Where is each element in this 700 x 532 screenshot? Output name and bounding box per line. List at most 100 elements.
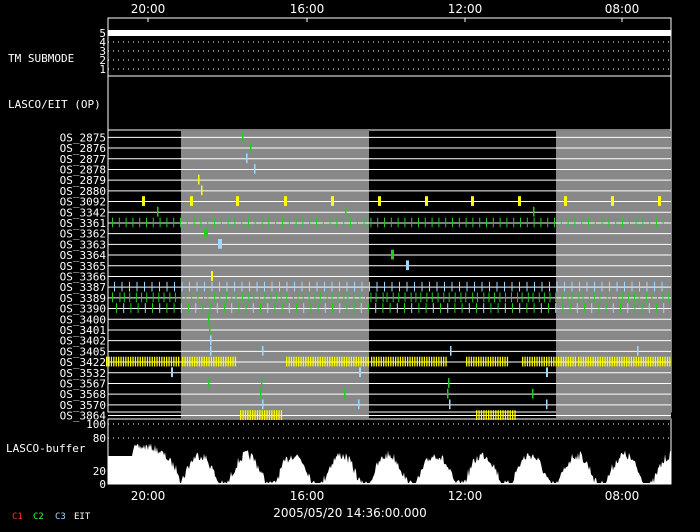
os-3422-mark <box>392 356 394 367</box>
os-3389-mark <box>280 292 282 303</box>
os-3422-mark <box>470 356 473 367</box>
os-3389-mark <box>483 292 485 303</box>
os-3390-mark <box>123 303 125 313</box>
os-3390-mark <box>375 303 377 313</box>
os-3422-mark <box>198 356 201 367</box>
os-3361-mark <box>254 217 256 228</box>
os-3422-mark <box>443 356 445 367</box>
os-3422-mark <box>218 356 220 367</box>
legend-c2: C2 <box>33 512 44 522</box>
os-3422-mark <box>302 356 305 367</box>
os-3362-mark <box>204 228 208 238</box>
os-3422-mark <box>546 356 548 367</box>
os-3389-mark <box>582 292 584 303</box>
os-row-label: OS_3390 <box>60 303 106 316</box>
os-3422-mark <box>127 356 129 367</box>
top-tick-label: 08:00 <box>605 2 640 16</box>
os-3422-mark <box>492 410 495 420</box>
os-3390-mark <box>483 303 485 313</box>
os-3361-mark <box>656 217 657 228</box>
bottom-tick-label: 16:00 <box>290 489 325 503</box>
os-3390-mark <box>159 303 161 313</box>
os-3422-mark <box>492 356 494 367</box>
os-3390-mark <box>152 303 153 313</box>
os-3422-mark <box>125 356 127 367</box>
os-3389-mark <box>386 292 388 303</box>
os-3361-mark <box>492 217 494 228</box>
os-3422-mark <box>480 410 483 420</box>
os-3422-mark <box>504 356 506 367</box>
os-3422-mark <box>383 356 385 367</box>
os-3389-mark <box>527 292 529 303</box>
os-3387-mark <box>399 281 400 292</box>
buffer-tick-label: 100 <box>86 418 106 431</box>
os-3422-mark <box>182 356 184 367</box>
os-3389-mark <box>112 292 114 303</box>
os-3422-mark <box>621 356 623 367</box>
os-3422-mark <box>168 356 170 367</box>
os-3422-mark <box>433 356 435 367</box>
os-3361-mark <box>540 217 542 228</box>
os-3389-mark <box>426 292 428 303</box>
os-3570-mark <box>449 399 451 410</box>
os-row-label: OS_3567 <box>60 377 106 390</box>
os-obs-mark <box>250 142 252 153</box>
os-3422-mark <box>319 356 321 367</box>
os-3390-mark <box>252 303 254 313</box>
os-row-label: OS_2875 <box>60 131 106 144</box>
os-3422-mark <box>215 356 217 367</box>
os-3387-mark <box>286 281 288 292</box>
os-3422-mark <box>132 356 134 367</box>
os-3422-mark <box>106 356 108 367</box>
os-3422-mark <box>572 356 574 367</box>
os-3390-mark <box>605 303 607 313</box>
os-3422-mark <box>473 356 475 367</box>
os-3387-mark <box>511 281 513 292</box>
os-3390-mark <box>288 303 290 313</box>
os-3422-mark <box>509 410 511 420</box>
os-3422-mark <box>365 356 367 367</box>
os-3422-mark <box>482 356 485 367</box>
os-3389-mark <box>359 292 361 303</box>
os-3422-mark <box>468 356 470 367</box>
os-3387-mark <box>586 281 588 292</box>
os-3361-mark <box>234 217 236 228</box>
os-3387-mark <box>624 281 625 292</box>
os-row-label: OS_2879 <box>60 174 106 187</box>
os-3422-mark <box>259 410 261 420</box>
os-3361-mark <box>132 217 134 228</box>
os-3422-mark <box>110 356 113 367</box>
os-3387-mark <box>654 281 655 292</box>
os-3422-mark <box>139 356 141 367</box>
os-row-label: OS_3092 <box>60 196 106 209</box>
os-3390-mark <box>231 303 233 313</box>
os-3422-mark <box>225 356 227 367</box>
os-3389-mark <box>465 292 467 303</box>
os-3387-mark <box>369 281 370 292</box>
os-3389-mark <box>169 292 171 303</box>
os-3422-mark <box>423 356 426 367</box>
os-row-label: OS_3366 <box>60 270 106 283</box>
os-3361-mark <box>248 217 249 228</box>
os-3387-mark <box>429 281 430 292</box>
os-3422-mark <box>334 356 336 367</box>
os-3387-mark <box>339 281 340 292</box>
os-3387-mark <box>249 281 250 292</box>
os-3422-mark <box>271 410 273 420</box>
os-3387-mark <box>226 281 228 292</box>
os-3422-mark <box>300 356 302 367</box>
os-3422-mark <box>191 356 193 367</box>
os-3387-mark <box>444 281 445 292</box>
os-3422-mark <box>478 356 480 367</box>
os-3361-mark <box>220 217 222 228</box>
os-3387-mark <box>474 281 475 292</box>
os-3389-mark <box>668 292 670 303</box>
os-3361-mark <box>180 217 181 228</box>
os-3387-mark <box>564 281 565 292</box>
os-3361-mark <box>207 217 209 228</box>
os-3389-mark <box>588 292 590 303</box>
os-3361-mark <box>635 217 637 228</box>
os-3390-mark <box>224 303 225 313</box>
os-3361-mark <box>241 217 243 228</box>
os-3390-mark <box>519 303 521 313</box>
